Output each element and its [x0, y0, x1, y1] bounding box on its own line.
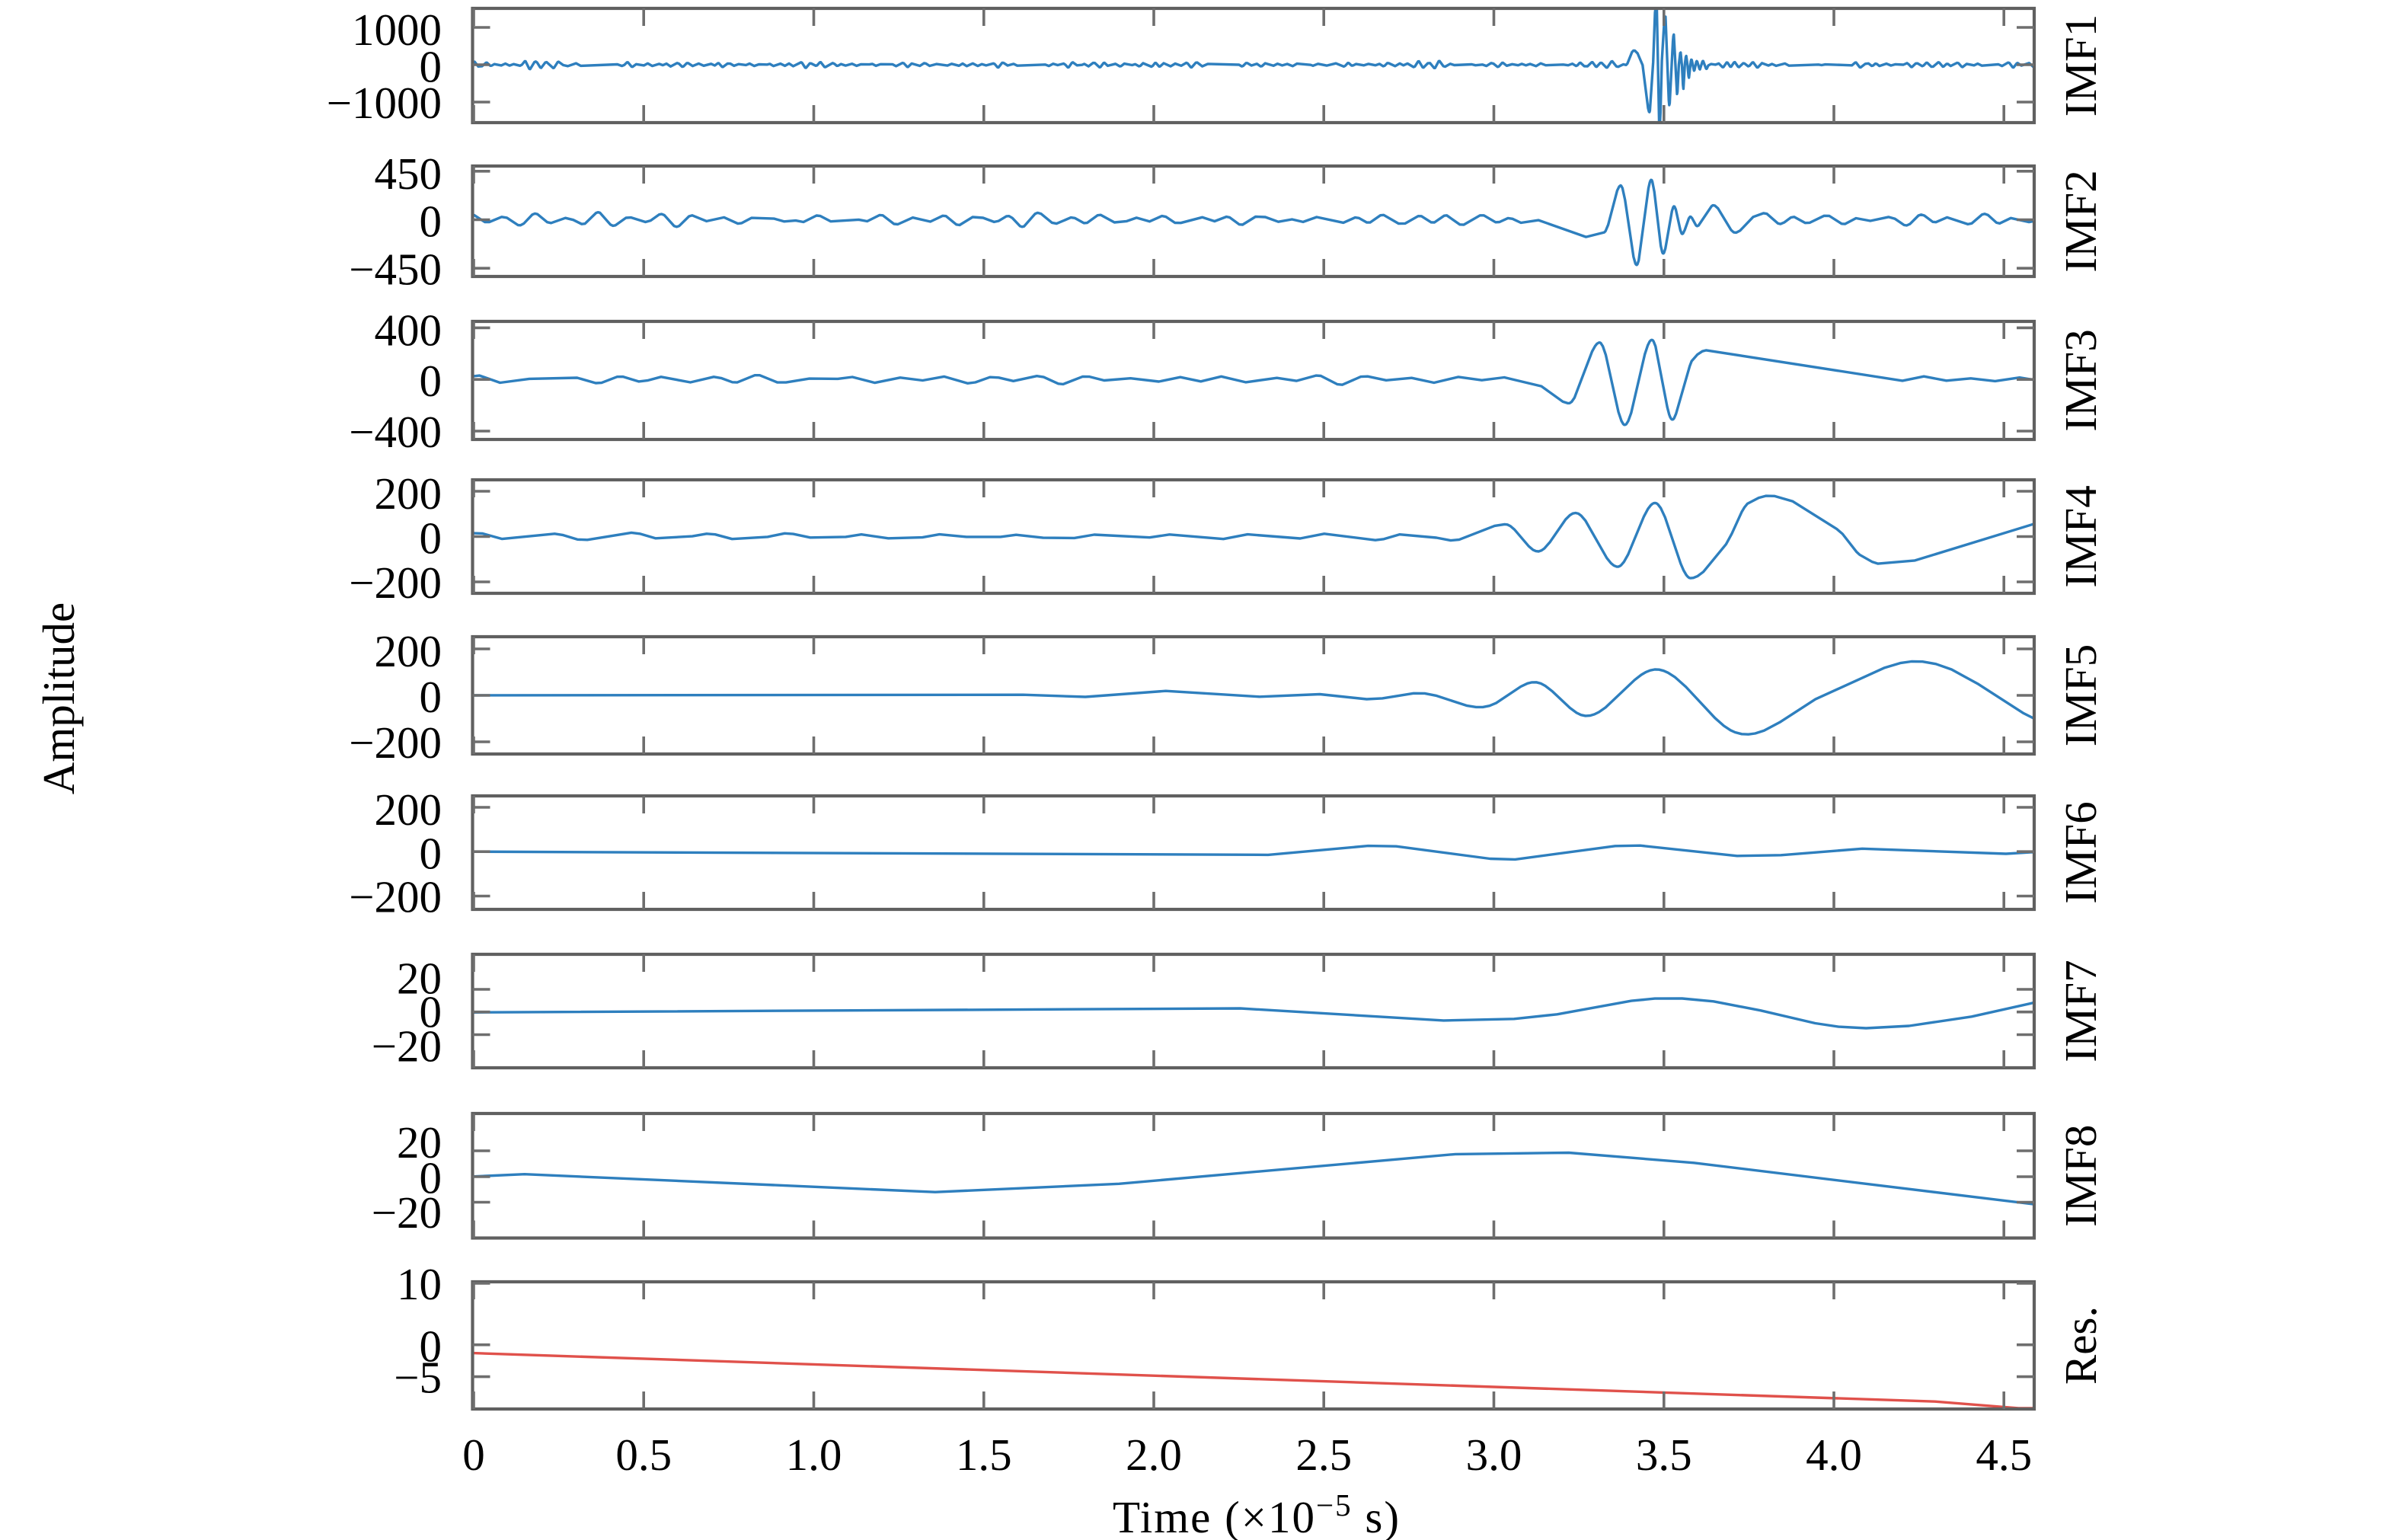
svg-text:0: 0 — [420, 356, 442, 406]
svg-text:0: 0 — [420, 828, 442, 878]
svg-text:Amplitude: Amplitude — [34, 602, 84, 794]
svg-text:3.5: 3.5 — [1636, 1430, 1692, 1480]
svg-text:4.5: 4.5 — [1976, 1430, 2032, 1480]
svg-text:IMF8: IMF8 — [2056, 1125, 2106, 1227]
svg-text:20: 20 — [397, 1117, 442, 1168]
svg-text:0: 0 — [420, 513, 442, 564]
svg-text:−5: −5 — [394, 1353, 442, 1403]
svg-text:20: 20 — [397, 954, 442, 1004]
svg-text:0: 0 — [420, 987, 442, 1037]
svg-text:4.0: 4.0 — [1806, 1430, 1862, 1480]
svg-text:IMF4: IMF4 — [2056, 485, 2106, 587]
svg-text:−1000: −1000 — [327, 78, 442, 128]
svg-text:IMF7: IMF7 — [2056, 960, 2106, 1062]
svg-text:1000: 1000 — [352, 5, 442, 55]
svg-text:0.5: 0.5 — [615, 1430, 672, 1480]
svg-text:200: 200 — [375, 784, 442, 835]
svg-text:200: 200 — [375, 468, 442, 519]
svg-text:IMF3: IMF3 — [2056, 329, 2106, 431]
svg-text:−400: −400 — [349, 407, 442, 457]
svg-text:450: 450 — [375, 149, 442, 199]
svg-text:−200: −200 — [349, 717, 442, 768]
svg-text:0: 0 — [420, 42, 442, 92]
svg-text:0: 0 — [420, 672, 442, 722]
svg-text:1.0: 1.0 — [786, 1430, 842, 1480]
svg-text:Time (×10−5 s): Time (×10−5 s) — [1113, 1487, 1401, 1540]
svg-text:2.0: 2.0 — [1126, 1430, 1182, 1480]
svg-text:IMF6: IMF6 — [2056, 801, 2106, 903]
svg-text:200: 200 — [375, 626, 442, 676]
svg-text:10: 10 — [397, 1259, 442, 1309]
svg-text:3.0: 3.0 — [1466, 1430, 1522, 1480]
svg-text:−20: −20 — [372, 1021, 442, 1072]
svg-text:IMF2: IMF2 — [2056, 170, 2106, 272]
svg-text:0: 0 — [420, 1152, 442, 1203]
svg-text:−200: −200 — [349, 872, 442, 922]
svg-text:1.5: 1.5 — [956, 1430, 1012, 1480]
svg-text:−20: −20 — [372, 1187, 442, 1238]
svg-text:400: 400 — [375, 305, 442, 355]
svg-text:IMF5: IMF5 — [2056, 644, 2106, 746]
svg-text:2.5: 2.5 — [1295, 1430, 1352, 1480]
svg-text:IMF1: IMF1 — [2056, 14, 2106, 117]
svg-text:−200: −200 — [349, 558, 442, 608]
svg-text:0: 0 — [420, 1321, 442, 1372]
svg-text:−450: −450 — [349, 244, 442, 295]
svg-text:0: 0 — [462, 1430, 485, 1480]
svg-text:Res.: Res. — [2056, 1306, 2106, 1385]
svg-text:0: 0 — [420, 196, 442, 247]
